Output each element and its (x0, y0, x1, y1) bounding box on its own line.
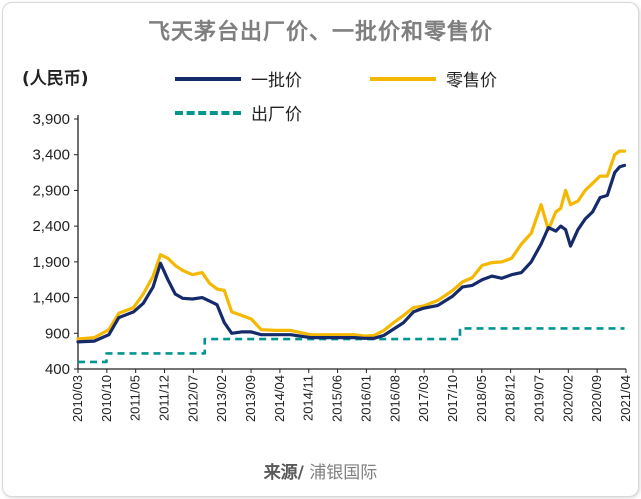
x-tick-label: 2010/03 (70, 375, 85, 422)
source-label: 来源/ (263, 463, 304, 483)
legend-line-wholesale (175, 76, 241, 81)
source-name: 浦银国际 (309, 463, 378, 483)
x-tick-label: 2016/08 (387, 375, 402, 422)
x-tick-label: 2013/09 (243, 375, 258, 422)
legend-line-factory (175, 110, 241, 115)
series-line-wholesale (76, 163, 627, 344)
x-tick-label: 2017/03 (416, 375, 431, 422)
source-note: 来源/ 浦银国际 (0, 458, 641, 483)
legend-label-wholesale: 一批价 (251, 71, 302, 91)
x-tick-label: 2017/10 (445, 375, 460, 422)
x-tick-label: 2020/02 (560, 375, 575, 422)
legend-item-retail: 零售价 (370, 66, 497, 91)
y-axis-unit-label: (人民币) (22, 69, 89, 89)
legend-line-retail (370, 76, 436, 81)
x-tick-label: 2014/04 (272, 375, 287, 422)
legend-label-retail: 零售价 (446, 71, 497, 91)
x-tick-label: 2012/07 (185, 375, 200, 422)
legend-item-wholesale: 一批价 (175, 66, 302, 91)
y-tick-label: 2,400 (32, 218, 70, 235)
chart-title: 飞天茅台出厂价、一批价和零售价 (147, 20, 493, 45)
legend-label-factory: 出厂价 (251, 105, 302, 125)
x-tick-label: 2018/12 (503, 375, 518, 422)
y-tick-label: 2,900 (32, 182, 70, 199)
series-line-retail (76, 149, 627, 341)
x-tick-label: 2013/02 (214, 375, 229, 422)
y-tick-label: 1,400 (32, 290, 70, 307)
x-tick-label: 2011/05 (128, 375, 143, 421)
x-tick-label: 2020/09 (589, 375, 604, 422)
x-tick-label: 2014/11 (301, 375, 316, 421)
x-tick-label: 2019/07 (531, 375, 546, 422)
x-tick-label: 2018/05 (474, 375, 489, 422)
y-tick-label: 3,900 (32, 111, 70, 128)
x-tick-label: 2011/12 (157, 375, 172, 421)
y-tick-label: 400 (45, 361, 70, 378)
x-tick-label: 2015/06 (330, 375, 345, 422)
y-tick-label: 1,900 (32, 254, 70, 271)
x-tick-label: 2016/01 (358, 375, 373, 422)
y-tick-label: 3,400 (32, 147, 70, 164)
x-tick-label: 2010/10 (99, 375, 114, 422)
series-line-factory (78, 327, 625, 364)
y-tick-label: 900 (45, 325, 70, 342)
x-tick-label: 2021/04 (618, 375, 633, 422)
legend-item-factory: 出厂价 (175, 100, 302, 125)
